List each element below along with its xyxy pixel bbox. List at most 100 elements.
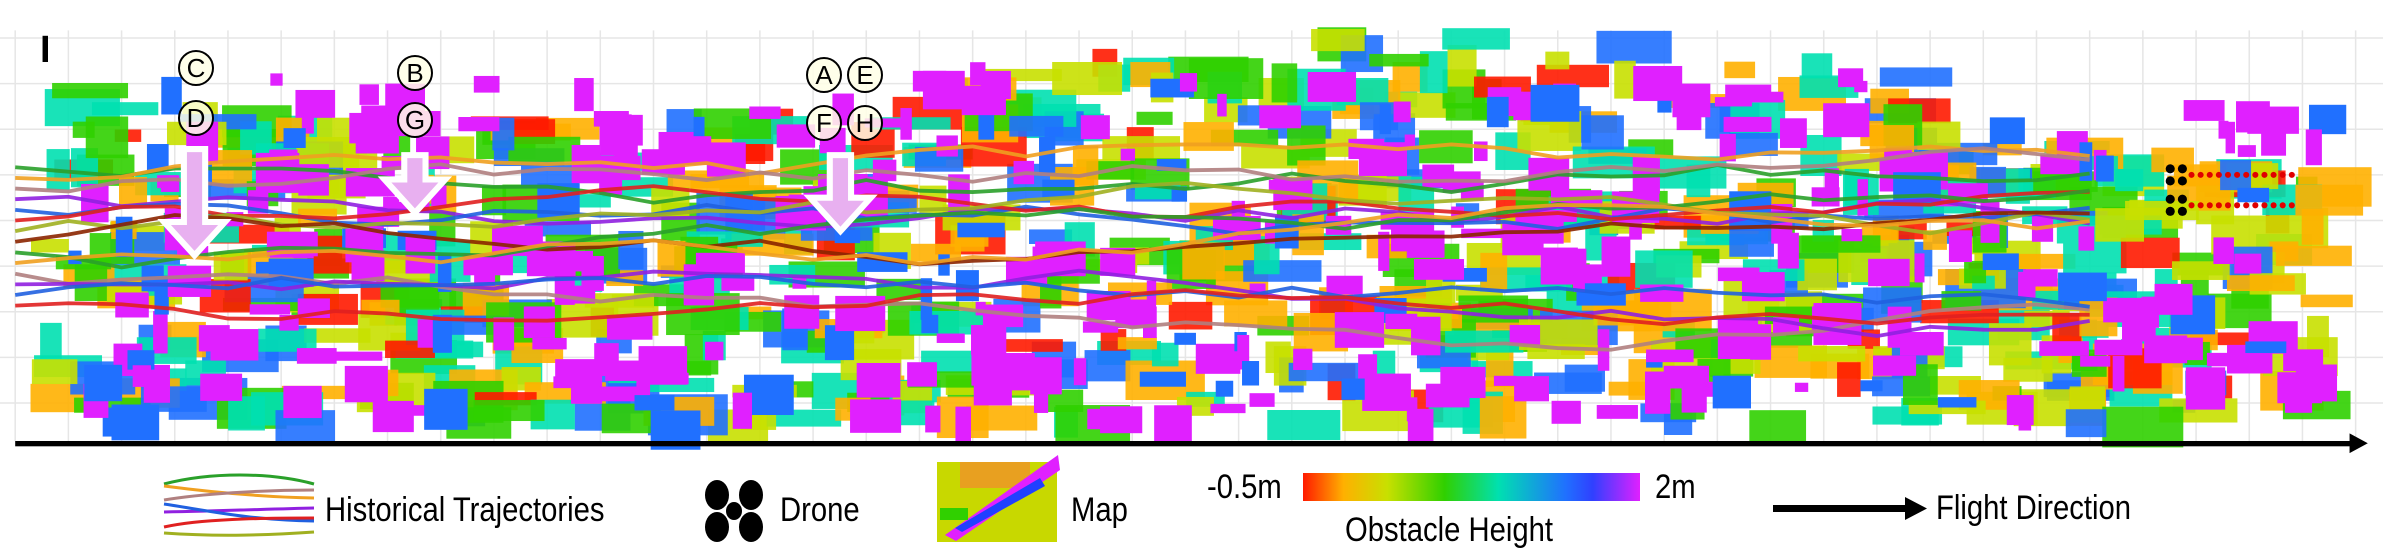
obstacle-cluster [721,276,755,291]
obstacle-cluster [1080,115,1110,140]
obstacle-cluster [2039,341,2089,356]
obstacle-cluster [938,254,950,276]
obstacle-cluster [900,108,912,140]
obstacle-cluster [2058,272,2107,302]
map-patch [2120,237,2180,269]
obstacle-cluster [2225,121,2236,154]
obstacle-cluster [1082,321,1119,333]
obstacle-cluster [1139,371,1186,387]
obstacle-cluster [493,317,515,351]
obstacle-cluster [2078,226,2095,251]
obstacle-height-colorbar [1303,473,1640,501]
planned-path-point [2243,202,2250,209]
planned-path-point [2224,202,2232,209]
obstacle-cluster [1777,232,1799,269]
obstacle-cluster [1249,393,1275,407]
marker-arrow [157,145,232,260]
obstacle-cluster [283,385,322,419]
obstacle-cluster [1971,184,1981,199]
obstacle-cluster [662,136,712,165]
map-patch [1072,146,1099,186]
map-patch [40,322,62,359]
obstacle-cluster [200,373,243,401]
obstacle-cluster [1719,133,1736,162]
map-patch [1801,235,1881,253]
obstacle-cluster [606,315,653,340]
planned-path-point [2252,171,2259,178]
obstacle-cluster [553,376,581,389]
obstacle-cluster [1179,73,1198,92]
map-patch [52,82,129,99]
map-patch [2052,312,2082,346]
obstacle-cluster [2237,187,2270,203]
map-patch [2015,253,2076,269]
map-patch [1798,345,1866,362]
drone-marker [2165,194,2187,216]
obstacle-cluster [1982,253,2019,271]
map-patch [1359,102,1398,131]
obstacle-cluster [2183,100,2225,121]
obstacle-cluster [2096,155,2114,182]
map-patch [1581,115,1624,150]
planned-path-point [2234,202,2241,209]
map-patch [2063,243,2127,274]
map-patch [1923,230,1947,250]
obstacle-cluster [359,84,379,105]
marker-b: B [397,55,433,91]
marker-c: C [178,50,214,86]
obstacle-cluster [1486,96,1509,128]
planned-path-point [2197,202,2204,209]
obstacle-cluster [1714,97,1752,107]
obstacle-cluster [1989,117,2025,145]
map-patch [228,396,265,431]
obstacle-cluster [432,314,452,353]
map-patch [85,116,129,159]
flight-direction-axis [15,440,2356,447]
obstacle-cluster [1562,248,1587,276]
obstacle-cluster [1242,361,1260,386]
map-patch [1151,342,1179,367]
map-patch [2172,261,2230,280]
obstacle-cluster [458,117,500,132]
obstacle-cluster [922,70,965,110]
obstacle-cluster [1596,405,1638,419]
planned-path-point [2224,171,2232,178]
marker-d: D [178,100,214,136]
obstacle-cluster [1841,228,1863,242]
obstacle-cluster [1378,231,1390,271]
obstacle-cluster [463,253,513,276]
obstacle-cluster [1937,397,1977,408]
obstacle-cluster [1307,71,1357,102]
obstacle-cluster [2018,271,2036,298]
obstacle-cluster [2245,341,2287,354]
obstacle-cluster [1039,136,1056,173]
obstacle-cluster [1195,343,1241,374]
planned-path-point [2261,171,2268,178]
obstacle-cluster [925,405,941,433]
obstacle-cluster [1645,371,1671,414]
obstacle-cluster [693,116,705,146]
planned-path-point [2188,171,2195,178]
map-patch [508,136,581,162]
marker-f: F [806,105,842,141]
historical-trajectory [15,142,2090,182]
map-patch [1084,350,1131,382]
obstacle-cluster [1326,275,1363,295]
map-patch [2295,184,2364,216]
obstacle-cluster [971,325,1007,355]
obstacle-cluster [1823,103,1870,138]
obstacle-cluster [598,386,642,402]
obstacle-cluster [993,353,1035,391]
obstacle-cluster [1573,262,1585,293]
obstacle-cluster [2234,253,2262,274]
obstacle-cluster [1217,93,1227,117]
historical-trajectory [15,288,2090,327]
map-patch [1749,410,1807,444]
planned-path-point [2288,171,2295,178]
obstacle-cluster [1215,380,1234,397]
obstacle-cluster [355,135,399,154]
obstacle-cluster [2206,352,2234,367]
obstacle-cluster [1393,101,1411,123]
obstacle-cluster [1676,89,1702,131]
map-patch [296,137,360,168]
